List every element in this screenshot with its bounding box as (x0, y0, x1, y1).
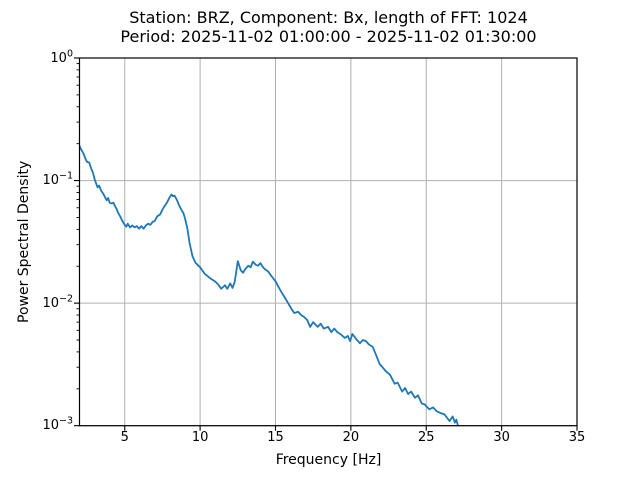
plot-title-line1: Station: BRZ, Component: Bx, length of F… (129, 8, 528, 27)
x-tick-label: 25 (417, 430, 435, 445)
x-tick-label: 20 (342, 430, 360, 445)
y-tick-label: 10−3 (42, 415, 73, 434)
y-tick-label: 10−2 (42, 293, 73, 311)
x-tick-label: 10 (191, 430, 209, 445)
major-ticks (74, 57, 578, 431)
x-tick-label: 35 (568, 430, 586, 445)
x-axis-label: Frequency [Hz] (275, 452, 382, 468)
plot-title: Station: BRZ, Component: Bx, length of F… (80, 8, 577, 46)
gridlines (79, 57, 578, 427)
x-tick-label: 5 (120, 430, 129, 445)
plot-spines (78, 57, 578, 427)
y-tick-label: 10−1 (42, 170, 73, 189)
psd-curve (79, 144, 459, 426)
x-tick-label: 30 (493, 430, 510, 445)
x-tick-label: 15 (267, 430, 284, 445)
plot-title-line2: Period: 2025-11-02 01:00:00 - 2025-11-02… (120, 27, 537, 46)
y-tick-label: 100 (50, 48, 73, 66)
